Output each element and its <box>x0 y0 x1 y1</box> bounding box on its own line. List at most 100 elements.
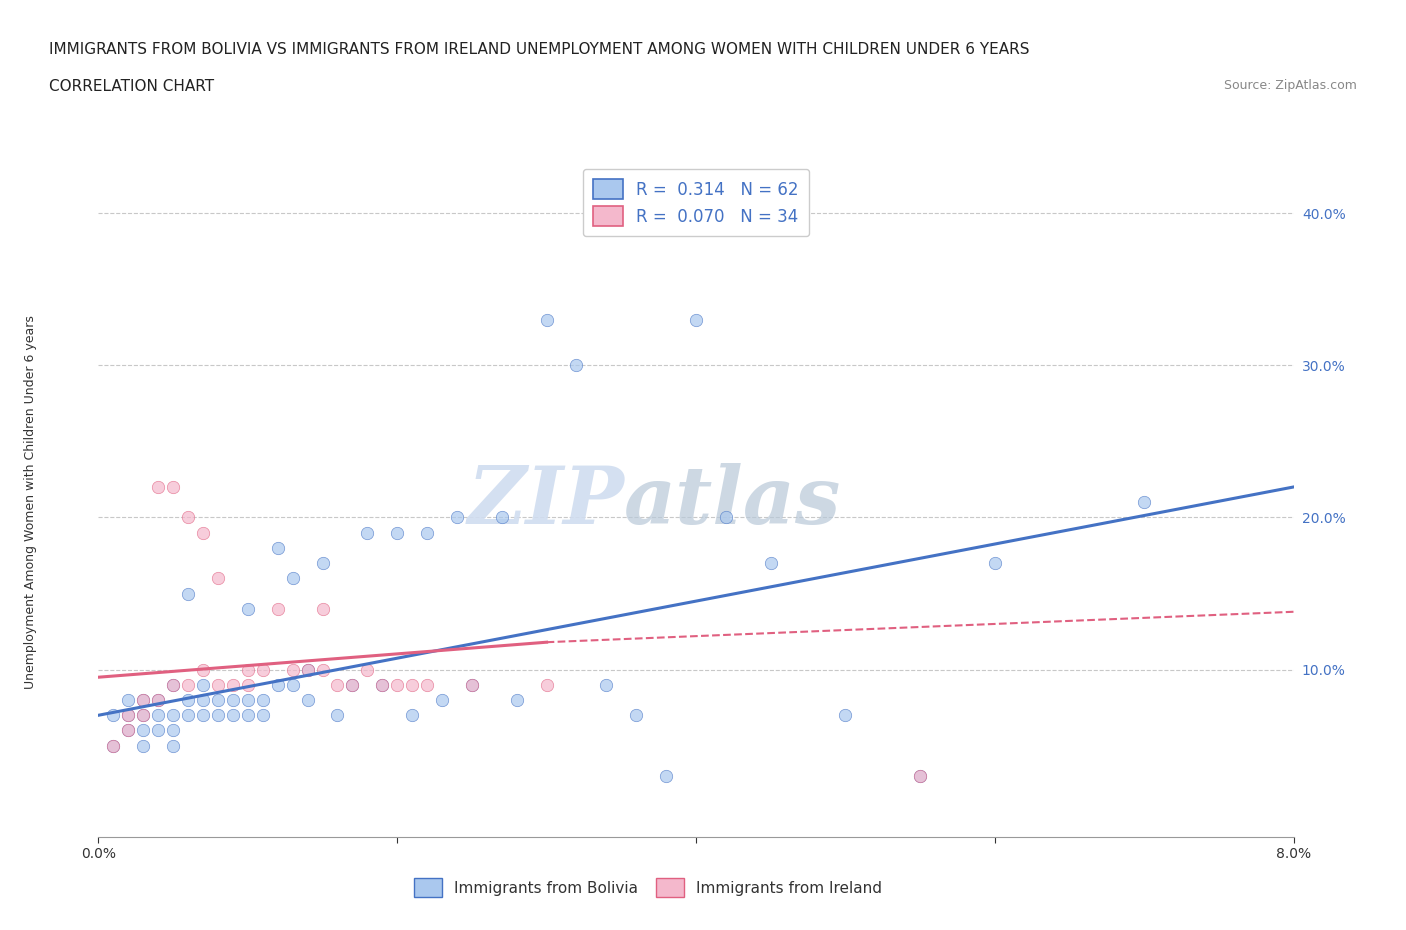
Point <box>297 662 319 677</box>
Point <box>385 525 409 540</box>
Point <box>416 525 439 540</box>
Point <box>191 677 214 692</box>
Point <box>297 693 319 708</box>
Point <box>491 510 513 525</box>
Point <box>117 693 139 708</box>
Point <box>983 555 1005 570</box>
Point <box>191 708 214 723</box>
Point <box>148 693 170 708</box>
Point <box>685 312 707 327</box>
Point <box>191 525 214 540</box>
Point <box>326 708 349 723</box>
Point <box>162 677 184 692</box>
Point <box>311 555 333 570</box>
Point <box>177 693 200 708</box>
Point <box>834 708 856 723</box>
Point <box>385 677 409 692</box>
Text: atlas: atlas <box>624 463 842 541</box>
Point <box>714 510 737 525</box>
Point <box>401 677 423 692</box>
Point <box>430 693 453 708</box>
Point <box>222 693 245 708</box>
Point <box>132 723 155 737</box>
Point <box>536 677 558 692</box>
Point <box>162 708 184 723</box>
Point <box>177 708 200 723</box>
Point <box>132 693 155 708</box>
Point <box>759 555 782 570</box>
Point <box>281 662 304 677</box>
Point <box>117 708 139 723</box>
Point <box>252 693 274 708</box>
Point <box>103 738 125 753</box>
Point <box>207 571 229 586</box>
Point <box>536 312 558 327</box>
Point <box>506 693 529 708</box>
Point <box>177 586 200 601</box>
Point <box>595 677 617 692</box>
Point <box>132 708 155 723</box>
Point <box>624 708 647 723</box>
Point <box>162 723 184 737</box>
Point <box>311 602 333 617</box>
Point <box>236 662 259 677</box>
Text: Unemployment Among Women with Children Under 6 years: Unemployment Among Women with Children U… <box>24 315 38 689</box>
Point <box>162 677 184 692</box>
Point <box>236 708 259 723</box>
Point <box>236 602 259 617</box>
Point <box>117 723 139 737</box>
Point <box>236 693 259 708</box>
Point <box>252 662 274 677</box>
Point <box>356 662 378 677</box>
Point <box>222 708 245 723</box>
Point <box>207 708 229 723</box>
Point <box>371 677 394 692</box>
Point <box>177 510 200 525</box>
Point <box>371 677 394 692</box>
Point <box>281 677 304 692</box>
Point <box>191 693 214 708</box>
Point <box>342 677 364 692</box>
Point <box>177 677 200 692</box>
Text: Source: ZipAtlas.com: Source: ZipAtlas.com <box>1223 79 1357 92</box>
Point <box>311 662 333 677</box>
Point <box>132 693 155 708</box>
Point <box>461 677 484 692</box>
Point <box>132 738 155 753</box>
Text: ZIP: ZIP <box>467 463 624 541</box>
Point <box>207 677 229 692</box>
Point <box>103 738 125 753</box>
Point <box>655 769 678 784</box>
Point <box>148 480 170 495</box>
Point <box>148 708 170 723</box>
Point <box>267 602 290 617</box>
Point <box>565 358 588 373</box>
Point <box>908 769 931 784</box>
Point <box>132 708 155 723</box>
Point <box>342 677 364 692</box>
Point <box>191 662 214 677</box>
Point <box>162 480 184 495</box>
Point <box>326 677 349 692</box>
Point <box>416 677 439 692</box>
Point <box>401 708 423 723</box>
Point <box>281 571 304 586</box>
Point <box>356 525 378 540</box>
Point <box>446 510 468 525</box>
Point <box>461 677 484 692</box>
Point <box>222 677 245 692</box>
Point <box>148 723 170 737</box>
Point <box>236 677 259 692</box>
Point <box>117 723 139 737</box>
Point <box>148 693 170 708</box>
Point <box>267 677 290 692</box>
Point <box>297 662 319 677</box>
Legend: Immigrants from Bolivia, Immigrants from Ireland: Immigrants from Bolivia, Immigrants from… <box>408 872 889 903</box>
Point <box>207 693 229 708</box>
Point <box>908 769 931 784</box>
Point <box>162 738 184 753</box>
Point <box>252 708 274 723</box>
Point <box>103 708 125 723</box>
Point <box>117 708 139 723</box>
Point <box>1133 495 1156 510</box>
